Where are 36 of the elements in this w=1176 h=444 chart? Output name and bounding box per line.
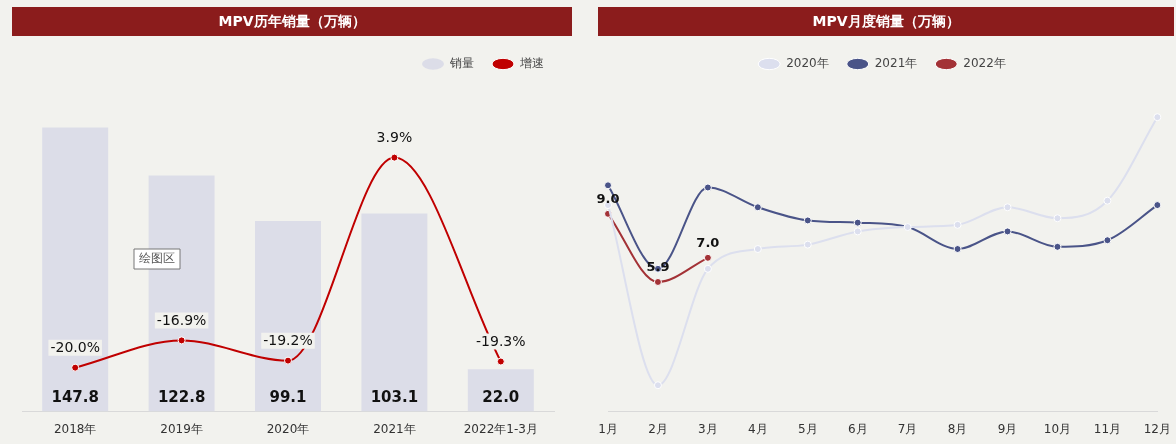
legend-label: 2021年 (874, 56, 918, 71)
x-tick-label: 11月 (1093, 421, 1122, 436)
chart-title: MPV月度销量（万辆） (598, 7, 1174, 36)
data-label: 147.8 (51, 387, 99, 406)
data-label: -20.0% (50, 339, 100, 356)
legend-label: 增速 (519, 56, 544, 71)
x-tick-label: 2019年 (160, 421, 203, 436)
x-tick-label: 1月 (598, 421, 618, 436)
chart-title: MPV历年销量（万辆） (12, 7, 572, 36)
data-label: -16.9% (156, 312, 207, 329)
data-label: 103.1 (370, 387, 419, 406)
data-label: -19.2% (263, 332, 313, 349)
data-label: 22.0 (482, 387, 520, 406)
annotation: 绘图区 (139, 251, 175, 266)
data-label: 122.8 (157, 387, 206, 406)
x-tick-label: 6月 (847, 421, 868, 436)
x-tick-label: 12月 (1143, 421, 1172, 436)
data-label: 99.1 (269, 387, 307, 406)
x-tick-label: 7月 (897, 421, 918, 436)
legend-label: 2020年 (786, 56, 829, 71)
data-label: 3.9% (376, 129, 413, 146)
x-tick-label: 3月 (698, 421, 718, 436)
x-tick-label: 2月 (648, 421, 668, 436)
x-tick-label: 2022年1-3月 (463, 421, 538, 436)
x-tick-label: 9月 (997, 421, 1018, 436)
x-tick-label: 10月 (1043, 421, 1072, 436)
x-tick-label: 4月 (748, 421, 768, 436)
legend-label: 2022年 (963, 56, 1006, 71)
x-tick-label: 5月 (797, 421, 818, 436)
x-tick-label: 8月 (947, 421, 968, 436)
x-tick-label: 2020年 (266, 421, 310, 436)
data-label: -19.3% (476, 333, 526, 350)
x-tick-label: 2021年 (373, 421, 416, 436)
legend-label: 销量 (449, 56, 474, 71)
x-tick-label: 2018年 (53, 421, 97, 436)
data-label: 7.0 (696, 234, 720, 250)
